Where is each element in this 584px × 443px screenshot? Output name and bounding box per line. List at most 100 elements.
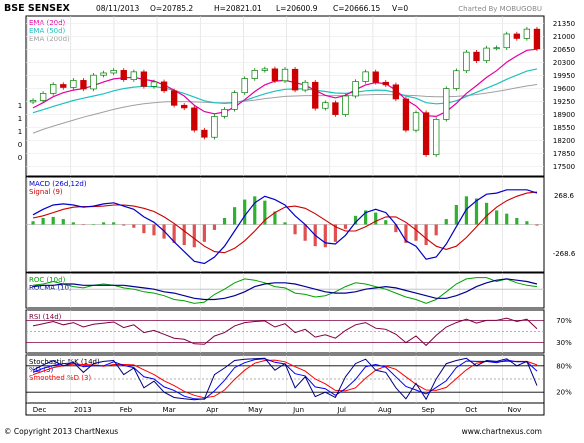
symbol-title: BSE SENSEX [4,3,70,14]
macd-line [32,189,538,265]
price-tick-label: 19950 [553,72,575,80]
price-candle [201,129,208,138]
x-tick-label: Nov [508,406,522,414]
macd-histogram-bar [51,216,55,225]
price-candle [261,68,269,71]
macd-histogram-bar [444,219,448,225]
price-candle [39,93,47,101]
rocma-line [32,278,538,301]
price-candle [483,47,490,62]
header-date: 08/11/2013 [96,4,139,13]
rsi-line [32,317,538,347]
price-candle [70,80,77,88]
price-candle [241,78,248,94]
price-candle [130,71,137,81]
signal-line [32,191,538,254]
legend-stoch-d: %D (3) [29,366,53,374]
price-candle [382,81,389,86]
macd-histogram-bar [132,224,136,228]
macd-histogram-bar [202,224,206,242]
price-candle [392,84,400,100]
macd-histogram-bar [31,221,35,225]
macd-histogram-bar [172,224,176,243]
footer-website: www.chartnexus.com [462,427,542,436]
roc-panel [25,272,545,309]
macd-histogram-bar [212,224,217,230]
stoch-k-line [32,357,538,401]
macd-histogram-bar [434,224,438,236]
macd-tick-label: -268.6 [553,250,576,258]
price-candle [412,112,420,131]
price-candle [170,90,178,106]
price-candle [443,88,450,120]
macd-histogram-bar [192,224,196,248]
price-candle [29,100,37,103]
price-candle [422,112,430,156]
x-tick-label: Dec [33,406,47,414]
macd-histogram-bar [333,224,337,242]
roc-line [32,277,538,304]
stoch-tick-label: 80% [556,362,572,370]
price-tick-label: 21350 [553,20,575,28]
macd-histogram-bar [112,222,116,225]
legend-ema50: EMA (50d) [29,27,66,35]
price-candle [433,119,440,156]
macd-histogram-bar [182,224,186,246]
macd-histogram-bar [424,224,428,246]
price-candle [453,70,460,89]
price-candle [312,81,319,109]
price-candle [211,116,218,138]
price-candle [50,84,57,94]
price-candle [251,70,258,79]
price-candle [221,109,228,117]
price-candle [352,81,359,97]
price-candle [402,98,410,131]
price-candle [332,102,339,115]
left-axis-label: 0 [18,154,22,162]
macd-histogram-bar [243,199,247,225]
price-candle [291,68,299,91]
price-candle [513,33,520,39]
price-tick-label: 20300 [553,59,575,67]
x-axis-strip [25,402,545,416]
price-tick-label: 18550 [553,124,575,132]
macd-histogram-bar [484,202,489,225]
x-tick-label: Mar [162,406,175,414]
price-candle [120,70,127,81]
macd-histogram-bar [364,210,368,225]
price-candle [150,81,158,87]
price-tick-label: 17500 [553,163,575,171]
x-tick-label: 2013 [74,406,92,414]
legend-stoch-k: Stochastic %K (14d) [29,358,100,366]
x-tick-label: May [248,406,262,414]
price-tick-label: 20650 [553,46,575,54]
macd-histogram-bar [233,207,237,225]
price-candle [463,51,470,72]
macd-histogram-bar [122,224,126,226]
macd-histogram-bar [273,211,277,225]
header-low: L=20600.9 [276,4,318,13]
macd-histogram-bar [343,224,348,229]
price-candle [473,51,480,62]
macd-histogram-bar [222,218,227,225]
price-candle [191,107,198,131]
macd-histogram-bar [394,224,398,233]
price-tick-label: 18200 [553,137,575,145]
legend-macd: MACD (26d,12d) [29,180,87,188]
left-axis-label: 1 [18,115,22,123]
legend-rsi: RSI (14d) [29,313,62,321]
price-panel [25,15,545,177]
macd-histogram-bar [142,224,146,234]
legend-stoch-smoothed: Smoothed %D (3) [29,374,91,382]
price-candle [60,84,67,88]
header-close: C=20666.15 [333,4,381,13]
rsi-tick-label: 30% [556,339,572,347]
price-candle [90,74,97,90]
x-tick-label: Feb [120,406,133,414]
macd-histogram-bar [81,224,86,226]
header-high: H=20821.01 [214,4,262,13]
price-candle [231,92,238,110]
macd-histogram-bar [454,205,458,225]
macd-histogram-bar [505,213,509,225]
price-candle [281,68,289,82]
